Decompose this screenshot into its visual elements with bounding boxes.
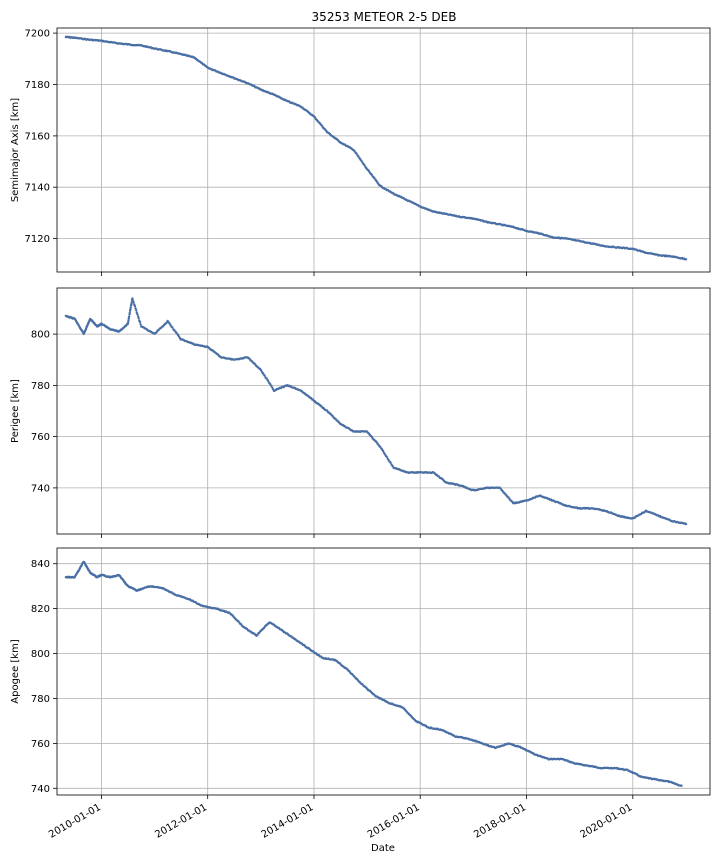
plot-frame — [56, 287, 711, 535]
x-tick-label: 2012-01-01 — [153, 802, 209, 841]
data-point — [126, 322, 129, 326]
data-point — [131, 299, 135, 302]
data-point — [130, 301, 133, 304]
data-point — [138, 320, 142, 324]
chart-title: 35253 METEOR 2-5 DEB — [312, 10, 457, 24]
y-tick-label: 7140 — [25, 183, 50, 194]
data-point — [385, 455, 388, 459]
x-tick-label: 2018-01-01 — [472, 802, 528, 841]
x-tick-label: 2020-01-01 — [578, 802, 634, 841]
x-tick-label: 2010-01-01 — [47, 802, 103, 841]
y-tick-label: 820 — [31, 604, 50, 615]
y-axis-label: Semimajor Axis [km] — [10, 98, 21, 202]
y-tick-label: 740 — [31, 784, 50, 795]
y-tick-label: 740 — [31, 483, 50, 494]
data-point — [127, 321, 130, 324]
data-point — [129, 306, 132, 309]
series-line — [65, 36, 687, 260]
semimajor-axis-panel: 7120 7140 7160 7180 7200 Semimajor Axis [km] — [10, 27, 711, 276]
x-tick-label: 2016-01-01 — [366, 802, 422, 841]
data-point — [139, 323, 142, 326]
data-point — [684, 258, 688, 261]
y-tick-label: 7160 — [25, 131, 50, 142]
data-point — [389, 461, 392, 464]
y-axis-label: Perigee [km] — [10, 379, 21, 443]
data-point — [381, 449, 385, 453]
x-axis-label: Date — [371, 843, 395, 854]
series-line — [65, 296, 687, 525]
y-tick-label: 800 — [31, 649, 50, 660]
y-tick-label: 760 — [31, 739, 50, 750]
y-tick-label: 7180 — [25, 80, 50, 91]
y-tick-label: 7200 — [25, 29, 50, 40]
data-point — [134, 307, 137, 310]
data-point — [136, 313, 139, 316]
data-point — [127, 319, 130, 322]
data-point — [136, 315, 140, 318]
apogee-panel: 740 760 780 800 820 840 2010-01-01 2012-01-01 20… — [10, 547, 711, 841]
y-tick-label: 7120 — [25, 234, 50, 245]
plot-frame — [56, 547, 711, 796]
data-point — [171, 326, 174, 329]
data-point — [128, 311, 131, 315]
x-tick-label: 2014-01-01 — [260, 802, 316, 841]
perigee-panel: 740 760 780 800 Perigee [km] — [10, 287, 711, 538]
y-tick-label: 780 — [31, 694, 50, 705]
data-point — [135, 309, 138, 312]
data-point — [132, 301, 135, 304]
y-tick-label: 800 — [31, 330, 50, 341]
data-point — [263, 374, 266, 377]
data-point — [271, 386, 274, 389]
data-point — [130, 302, 133, 306]
data-point — [137, 317, 140, 320]
y-tick-label: 760 — [31, 432, 50, 443]
y-tick-label: 840 — [31, 559, 50, 570]
data-point — [133, 304, 137, 308]
y-tick-label: 780 — [31, 381, 50, 392]
data-point — [131, 297, 134, 300]
data-point — [127, 315, 131, 318]
y-axis-label: Apogee [km] — [10, 639, 21, 704]
series-line — [65, 560, 682, 787]
data-point — [684, 522, 688, 526]
data-point — [680, 784, 683, 787]
plot-frame — [56, 27, 711, 273]
